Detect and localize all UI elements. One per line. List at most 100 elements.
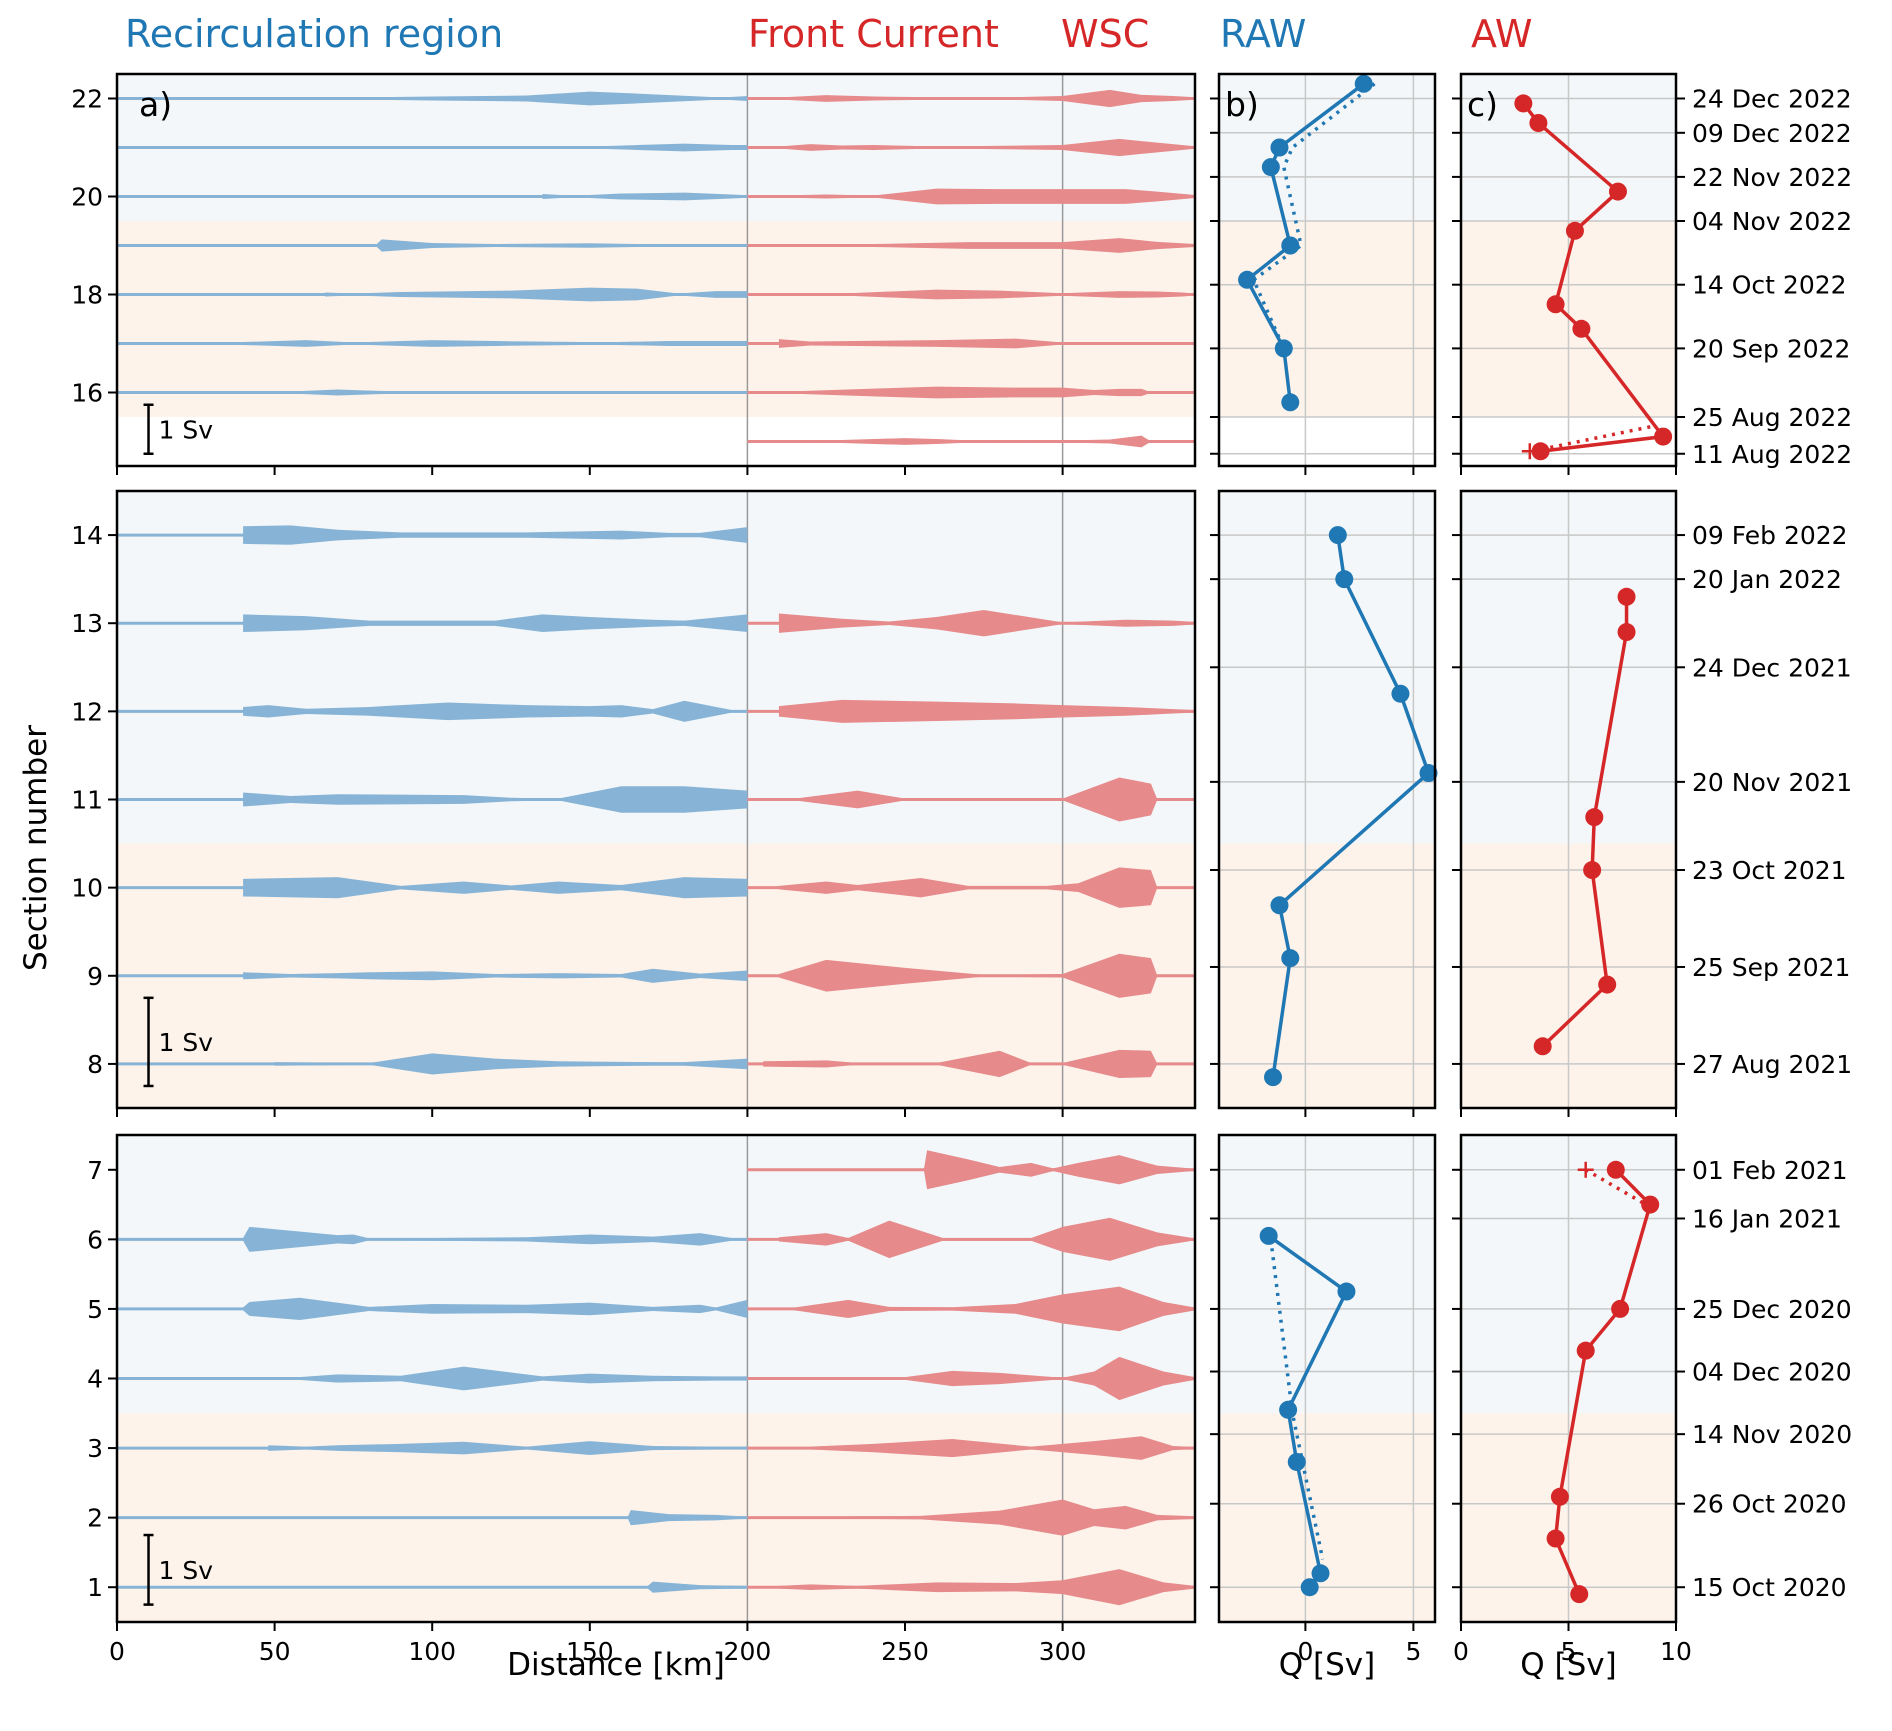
header-recirculation: Recirculation region [125,12,504,56]
data-point [1583,861,1602,880]
season-band-summer [1219,221,1435,417]
section-7-red-ribbon [923,1150,1195,1190]
panel-b-frame [1217,1133,1437,1624]
section-9-red-ribbon [778,953,1158,998]
solid-series [1521,102,1667,454]
scale-bar-label: 1 Sv [159,415,214,444]
x-tick-label: 0 [1297,1637,1313,1666]
panel-b-row-2 [1210,1133,1437,1631]
date-tick-label: 09 Dec 2022 [1692,119,1852,148]
y-tick-label: 16 [71,379,103,408]
data-point [1264,1068,1282,1087]
y-tick-label: 10 [71,874,103,903]
section-20-blue-ribbon [542,192,748,201]
date-tick-label: 24 Dec 2022 [1692,85,1852,114]
section-21-blue-ribbon [558,143,748,152]
data-point [1585,808,1604,827]
dotted-series [1584,1168,1647,1207]
y-tick-label: 12 [71,697,103,726]
data-point [1300,1578,1319,1597]
y-tick-label: 18 [71,281,103,310]
x-tick-label: 150 [566,1637,614,1666]
data-point [1419,764,1438,783]
section-15-red-ribbon [794,435,1151,448]
section-2-blue-ribbon [627,1509,748,1526]
date-tick-label: 20 Nov 2021 [1692,768,1852,797]
header-front-current: Front Current [748,12,999,56]
panel-a-row-0: 16 18 20 22 1 Sv [71,72,1197,475]
y-tick-label: 5 [87,1295,103,1324]
y-tick-label: 3 [87,1434,103,1463]
data-point [1354,74,1373,93]
data-point [1281,393,1300,412]
panel-a-row-1: 8 9 10 11 12 13 14 1 Sv [71,489,1197,1117]
section-13-blue-ribbon [243,614,748,633]
x-tick-label: 300 [1039,1637,1087,1666]
cross-marker [1521,443,1538,460]
data-point [1570,1585,1589,1604]
section-12-blue-ribbon [243,700,748,722]
y-tick-label: 7 [87,1156,103,1185]
y-tick-label: 22 [71,85,103,114]
data-point [1546,1529,1565,1548]
panel-a-row-2: 1 2 3 4 5 6 7 1 Sv [87,1133,1197,1631]
data-point [1654,427,1673,446]
data-point [1533,1037,1552,1056]
date-tick-label: 04 Nov 2022 [1692,207,1852,236]
date-tick-label: 25 Sep 2021 [1692,953,1850,982]
data-point [1270,138,1289,157]
data-point [1565,221,1584,240]
section-2-red-ribbon [810,1499,1195,1536]
section-5-red-ribbon [794,1286,1195,1332]
y-tick-label: 20 [71,183,103,212]
x-axis-label-b: Q [Sv] [1279,1647,1375,1683]
x-tick-label: 50 [259,1637,291,1666]
section-20-red-ribbon [778,188,1195,205]
x-axis-label: Distance [km] [507,1647,725,1683]
date-tick-label: 24 Dec 2021 [1692,653,1852,682]
data-point [1608,182,1627,201]
y-axis-label: Section number [18,725,54,971]
section-6-blue-ribbon [243,1226,748,1252]
data-point [1261,158,1280,177]
data-point [1641,1195,1660,1214]
data-point [1391,684,1410,703]
y-tick-label: 9 [87,962,103,991]
y-tick-label: 13 [71,609,103,638]
data-point [1546,295,1565,314]
season-band-summer [1219,1413,1435,1622]
header-wsc: WSC [1061,12,1150,56]
x-tick-label: 200 [724,1637,772,1666]
section-3-blue-ribbon [268,1441,748,1456]
date-tick-label: 27 Aug 2021 [1692,1050,1852,1079]
data-point [1335,570,1354,589]
data-point [1238,270,1257,289]
date-tick-label: 23 Oct 2021 [1692,856,1847,885]
panel-b-row-0 [1210,72,1437,475]
panel-b-frame [1217,489,1437,1110]
section-16-blue-ribbon [243,389,748,396]
section-4-blue-ribbon [258,1366,748,1391]
section-8-red-ribbon [763,1049,1158,1079]
date-tick-label: 16 Jan 2021 [1692,1204,1842,1233]
data-point [1529,114,1548,132]
season-band-winter [117,1135,1195,1414]
data-point [1531,442,1550,461]
data-point [1606,1160,1625,1179]
data-point [1617,623,1636,642]
date-tick-label: 14 Oct 2022 [1692,271,1847,300]
y-tick-label: 2 [87,1504,103,1533]
section-9-blue-ribbon [243,968,748,983]
data-point [1598,975,1617,994]
section-14-blue-ribbon [243,525,748,545]
header-raw: RAW [1220,12,1307,56]
date-tick-label: 09 Feb 2022 [1692,521,1848,550]
dotted-series [1531,425,1651,454]
panel-label-b: b) [1225,85,1259,124]
season-band-summer [1219,843,1435,1108]
cross-marker [1577,1161,1594,1178]
season-band-summer [117,221,1195,417]
data-point [1259,1226,1278,1245]
date-tick-label: 04 Dec 2020 [1692,1358,1852,1387]
panel-label-c: c) [1467,85,1498,124]
